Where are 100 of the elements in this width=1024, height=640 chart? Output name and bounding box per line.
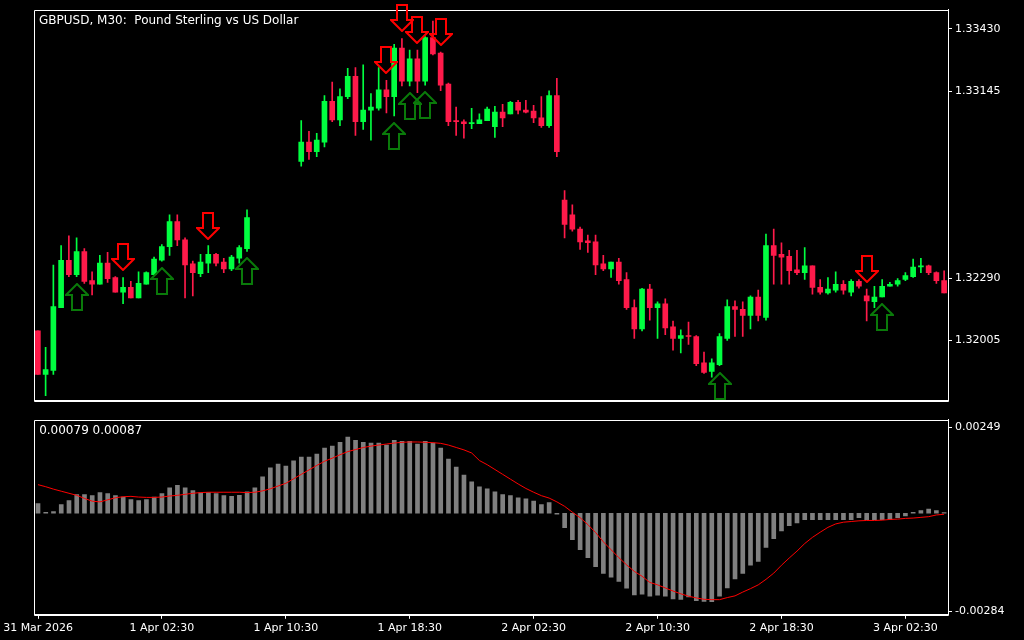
y-tick-label: 1.33145 xyxy=(955,84,1001,98)
bar xyxy=(260,476,265,514)
bar xyxy=(237,495,242,514)
y-tick-label: 0.00249 xyxy=(955,420,1001,434)
bar xyxy=(35,503,41,514)
chart-title: GBPUSD, M30: Pound Sterling vs US Dollar xyxy=(39,12,299,27)
bar xyxy=(299,456,304,514)
bar xyxy=(686,512,691,598)
bar xyxy=(74,494,80,514)
bar xyxy=(926,508,931,514)
bar xyxy=(515,497,521,514)
candlestick xyxy=(360,64,367,130)
bar xyxy=(531,500,536,514)
x-tick-label: 31 Mar 2026 xyxy=(3,621,73,635)
bar xyxy=(128,499,134,514)
bar xyxy=(601,512,606,574)
bar xyxy=(740,512,746,574)
candlestick xyxy=(584,234,591,253)
bar xyxy=(662,512,668,597)
bar xyxy=(353,439,358,514)
bar xyxy=(570,512,575,541)
bar xyxy=(817,512,823,521)
candlestick xyxy=(677,329,684,354)
bar xyxy=(391,439,397,514)
bar xyxy=(198,492,203,514)
annotation: 0.00079 0.00087 xyxy=(39,422,143,437)
bar xyxy=(771,512,777,540)
bar xyxy=(539,504,544,514)
bar xyxy=(864,512,870,521)
bar xyxy=(314,453,320,514)
bar xyxy=(717,512,722,597)
bar xyxy=(632,512,637,596)
candlestick xyxy=(368,93,374,141)
bar xyxy=(693,512,699,602)
y-tick-label: 1.32005 xyxy=(955,333,1001,347)
bar xyxy=(918,510,924,514)
bar xyxy=(593,512,598,567)
candlestick xyxy=(739,301,746,337)
bar xyxy=(655,512,660,596)
bar xyxy=(136,500,142,514)
bar xyxy=(562,512,567,529)
bar xyxy=(895,512,900,519)
bar xyxy=(841,512,846,521)
bar xyxy=(206,492,211,514)
bar xyxy=(786,512,792,526)
candlestick xyxy=(825,277,831,295)
bar xyxy=(779,512,784,532)
candlestick xyxy=(120,277,126,305)
bar xyxy=(438,447,444,514)
bar xyxy=(345,436,351,514)
bar xyxy=(848,512,854,521)
bar xyxy=(453,466,459,514)
bar xyxy=(810,512,815,521)
bar xyxy=(500,494,506,514)
y-tick-label: 1.32290 xyxy=(955,271,1001,285)
bar xyxy=(167,487,172,514)
bar xyxy=(624,512,629,589)
bar xyxy=(51,511,56,514)
bar xyxy=(872,512,877,521)
candlestick xyxy=(732,300,738,337)
x-tick-label: 2 Apr 10:30 xyxy=(625,621,690,635)
bar xyxy=(724,512,730,589)
candlestick xyxy=(794,250,800,275)
candlestick xyxy=(801,247,808,280)
bar xyxy=(469,481,475,514)
bar xyxy=(477,486,482,514)
bar xyxy=(376,442,382,514)
bar xyxy=(407,440,413,514)
bar xyxy=(291,460,296,514)
bar xyxy=(113,495,118,514)
bar xyxy=(755,512,761,562)
bar xyxy=(523,498,529,514)
bar xyxy=(58,504,64,514)
candlestick xyxy=(461,119,467,139)
bar xyxy=(105,493,111,514)
y-tick-label: 1.33430 xyxy=(955,21,1001,35)
bar xyxy=(415,443,420,514)
x-tick-label: 2 Apr 18:30 xyxy=(749,621,814,635)
x-tick-label: 2 Apr 02:30 xyxy=(501,621,567,635)
bar xyxy=(879,512,885,521)
bar xyxy=(384,444,389,514)
candlestick xyxy=(770,228,777,285)
x-tick-label: 1 Apr 02:30 xyxy=(129,621,195,635)
bar xyxy=(329,445,335,514)
bar xyxy=(144,499,149,514)
x-tick-label: 1 Apr 18:30 xyxy=(377,621,443,635)
bar xyxy=(89,495,95,514)
bar xyxy=(678,512,684,600)
bar xyxy=(229,496,234,514)
bar xyxy=(422,440,428,514)
bar xyxy=(120,496,126,514)
bar xyxy=(322,447,327,514)
x-tick-label: 1 Apr 10:30 xyxy=(253,621,319,635)
bar xyxy=(268,467,273,514)
candlestick xyxy=(89,271,95,296)
bar xyxy=(82,494,87,514)
bar xyxy=(903,512,908,517)
bar xyxy=(446,458,451,514)
bar xyxy=(484,488,490,514)
bar xyxy=(833,512,839,521)
